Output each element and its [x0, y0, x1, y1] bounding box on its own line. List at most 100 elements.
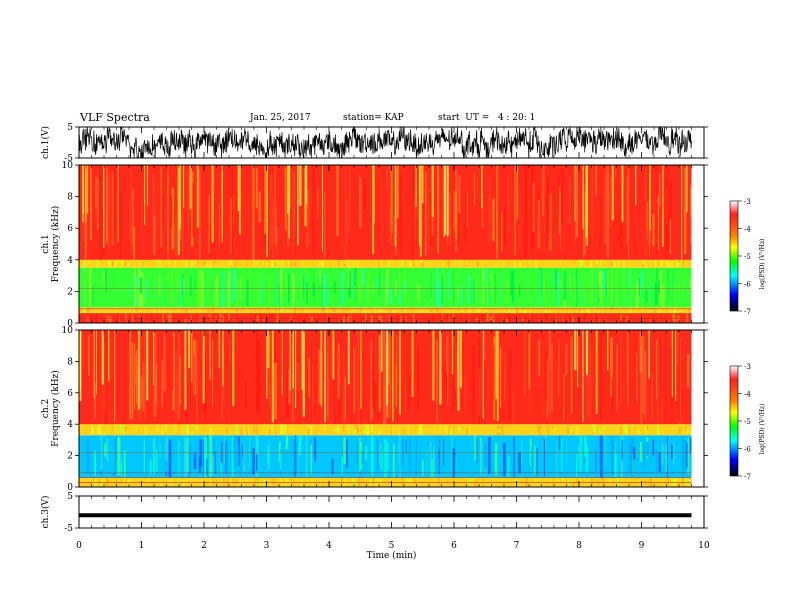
spectrogram-texture: [372, 477, 374, 486]
spectrogram-texture: [681, 307, 683, 313]
spectrogram-texture: [590, 310, 592, 314]
spectrogram-texture: [323, 274, 327, 307]
spectrogram-texture: [307, 307, 310, 314]
spectrogram-texture: [566, 428, 570, 434]
spectrogram-texture: [105, 479, 109, 486]
spectrogram-texture: [381, 308, 384, 313]
spectrogram-texture: [104, 342, 106, 411]
spectrogram-texture: [116, 479, 119, 487]
spectrogram-texture: [488, 436, 491, 474]
spectrogram-texture: [123, 477, 126, 485]
spectrogram-texture: [185, 478, 187, 484]
spectrogram-texture: [621, 440, 623, 460]
spectrogram-texture: [280, 424, 282, 435]
spectrogram-texture: [621, 307, 623, 314]
spectrogram-texture: [672, 441, 675, 466]
spectrogram-texture: [212, 456, 215, 476]
spectrogram-texture: [106, 167, 108, 244]
spectrogram-burst: [431, 165, 434, 217]
spectrogram-texture: [474, 199, 477, 257]
spectrogram-texture: [598, 436, 600, 465]
spectrogram-texture: [122, 308, 124, 313]
spectrogram-texture: [606, 166, 610, 258]
spectrogram-texture: [186, 424, 189, 434]
spectrogram-texture: [178, 330, 180, 420]
spectrogram-texture: [501, 272, 503, 304]
spectrogram-texture: [318, 276, 320, 292]
spectrogram-texture: [556, 440, 558, 478]
spectrogram-texture: [143, 333, 146, 421]
spectrogram-texture: [405, 316, 407, 322]
spectrogram-texture: [372, 335, 374, 396]
spectrogram-texture: [467, 308, 470, 313]
spectrogram-texture: [649, 260, 651, 266]
spectrogram-texture: [430, 272, 432, 298]
spectrogram-burst: [202, 330, 205, 404]
spectrogram-burst: [360, 330, 362, 410]
spectrogram-texture: [603, 425, 604, 435]
spectrogram-texture: [292, 171, 295, 255]
spectrogram-texture: [458, 330, 461, 416]
spectrogram-texture: [366, 424, 369, 436]
spectrogram-texture: [568, 176, 572, 225]
spectrogram-texture: [401, 260, 405, 268]
spectrogram-texture: [264, 425, 268, 433]
spectrogram-texture: [199, 307, 201, 313]
spectrogram-texture: [511, 307, 514, 314]
spectrogram-texture: [429, 319, 432, 323]
spectrogram-texture: [676, 308, 679, 314]
spectrogram-texture: [489, 280, 491, 303]
spectrogram-texture: [213, 333, 216, 414]
spectrogram-texture: [158, 478, 161, 485]
spectrogram-burst: [432, 330, 435, 401]
spectrogram-texture: [203, 440, 204, 476]
spectrogram-burst: [516, 165, 518, 220]
spectrogram-texture: [194, 260, 196, 265]
spectrogram-texture: [178, 424, 180, 436]
spectrogram-texture: [376, 276, 379, 290]
spectrogram-texture: [651, 373, 653, 421]
spectrogram-texture: [359, 177, 362, 229]
spectrogram-texture: [545, 313, 548, 322]
colorbar: [729, 365, 739, 477]
spectrogram-texture: [88, 259, 90, 265]
spectrogram-texture: [133, 268, 136, 306]
spectrogram-texture: [418, 284, 421, 304]
spectrogram-texture: [455, 438, 456, 470]
spectrogram-texture: [452, 314, 454, 321]
spectrogram-texture: [329, 262, 331, 268]
spectrogram-texture: [417, 347, 419, 411]
spectrogram-texture: [239, 262, 241, 266]
spectrogram-texture: [379, 479, 383, 485]
spectrogram-texture: [141, 177, 143, 256]
spectrogram-texture: [318, 443, 321, 476]
spectrogram-texture: [403, 193, 406, 242]
x-tick-label: 9: [639, 541, 645, 551]
spectrogram-texture: [552, 425, 554, 429]
x-tick-label: 2: [201, 541, 207, 551]
spectrogram-texture: [184, 424, 186, 435]
spectrogram-texture: [503, 259, 505, 265]
spectrogram-burst: [662, 165, 664, 248]
spectrogram-texture: [113, 344, 115, 415]
spectrogram-texture: [191, 479, 194, 487]
spectrogram-texture: [424, 171, 427, 256]
spectrogram-texture: [475, 277, 477, 308]
spectrogram-texture: [165, 424, 167, 433]
spectrogram-texture: [494, 452, 496, 470]
spectrogram-texture: [185, 308, 188, 314]
spectrogram-texture: [248, 307, 250, 313]
spectrogram-texture: [258, 191, 261, 223]
spectrogram-texture: [184, 317, 187, 323]
spectrogram-texture: [274, 309, 277, 312]
spectrogram-texture: [556, 272, 560, 306]
spectrogram-texture: [135, 356, 137, 386]
spectrogram-texture: [238, 307, 240, 313]
spectrogram-texture: [244, 336, 247, 416]
spectrogram-texture: [549, 429, 552, 435]
spectrogram-burst: [681, 165, 683, 259]
spectrogram-texture: [131, 313, 134, 322]
spectrogram-texture: [447, 310, 450, 313]
spectrogram-texture: [204, 375, 206, 422]
spectrogram-texture: [411, 316, 413, 323]
